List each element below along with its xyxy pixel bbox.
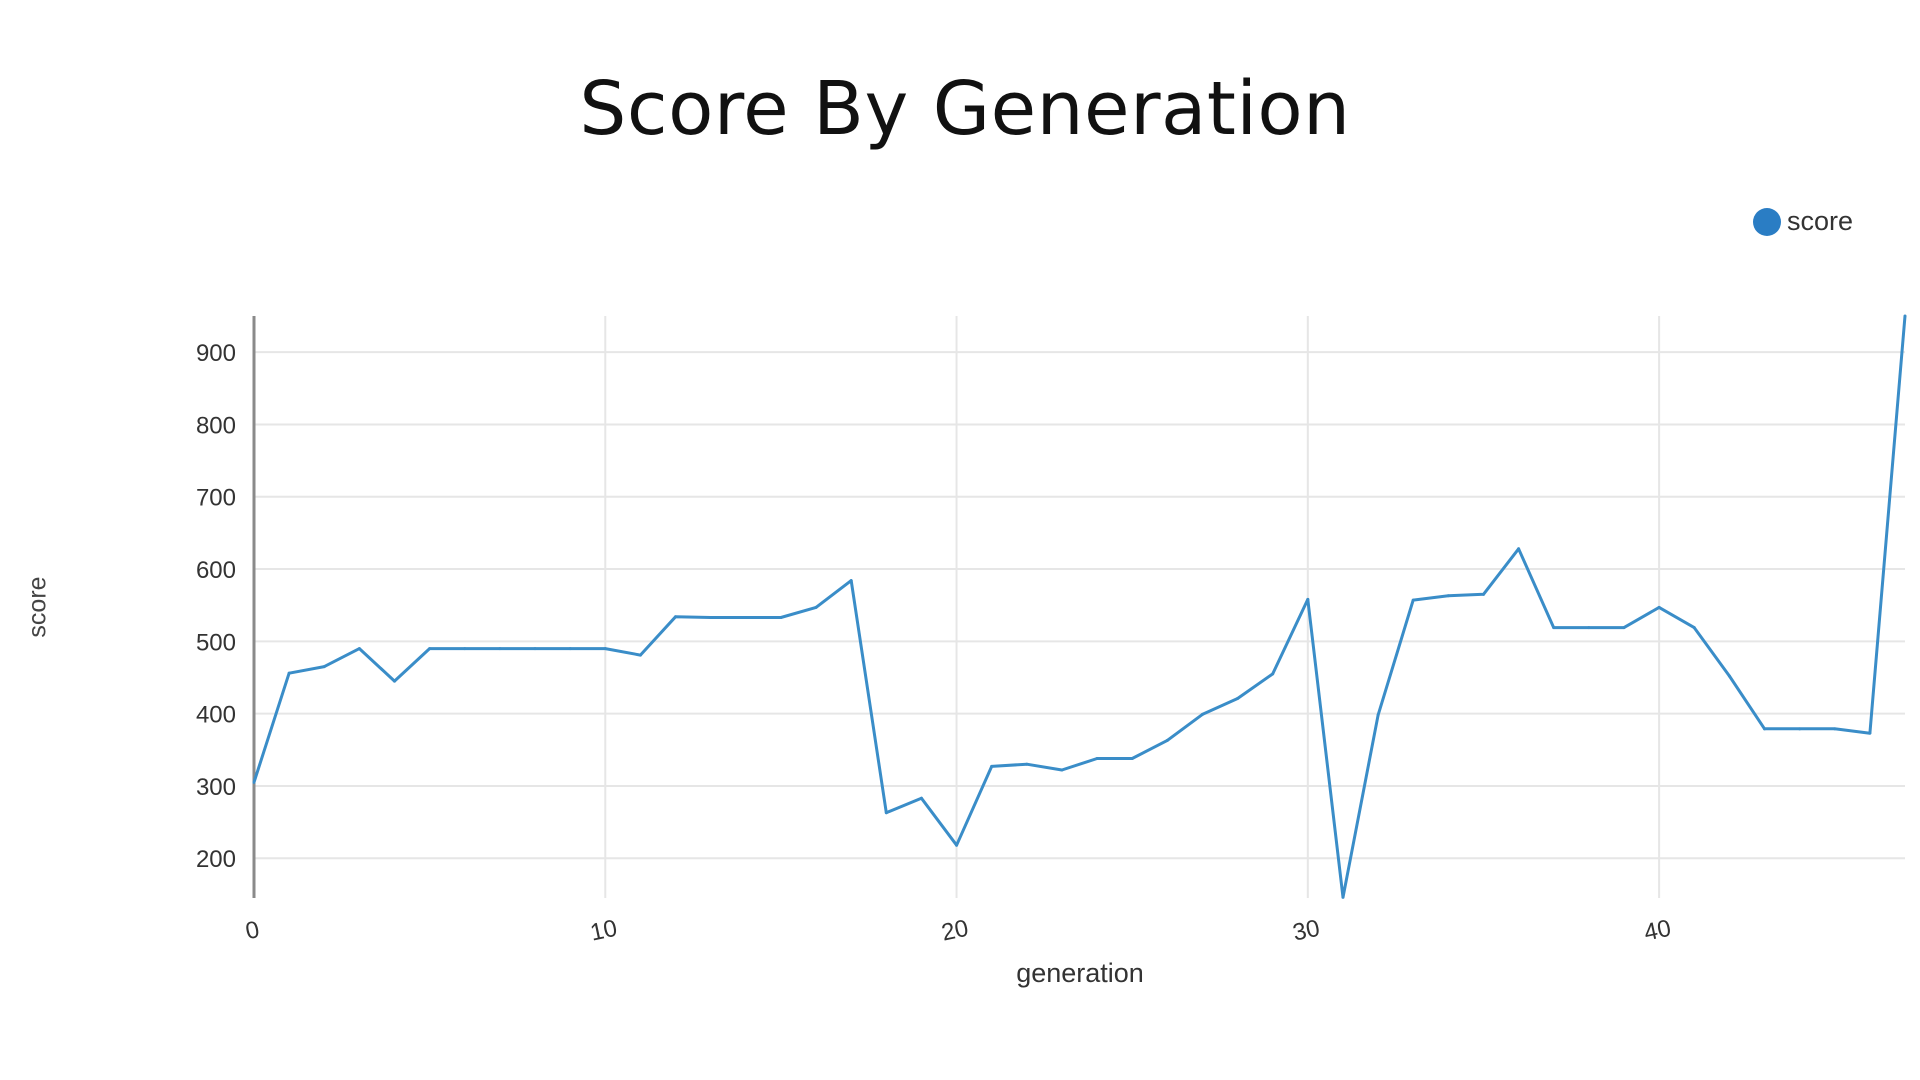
data-point-score-23: [1060, 768, 1064, 772]
data-point-score-17: [849, 579, 853, 583]
data-point-score-44: [1798, 727, 1802, 731]
legend: score: [1753, 206, 1853, 237]
data-point-score-8: [533, 647, 537, 651]
series-line-score: [252, 315, 1907, 899]
data-point-score-36: [1517, 547, 1521, 551]
data-point-score-21: [990, 764, 994, 768]
legend-label-score: score: [1787, 206, 1854, 236]
chart-title: Score By Generation: [579, 66, 1351, 152]
data-point-score-3: [357, 647, 361, 651]
x-axis-label: generation: [1016, 958, 1144, 988]
data-point-score-22: [1025, 762, 1029, 766]
data-point-score-39: [1622, 626, 1626, 630]
data-point-score-14: [744, 615, 748, 619]
data-point-score-1: [287, 671, 291, 675]
x-tick-label-10: 10: [588, 915, 620, 947]
data-point-score-10: [603, 647, 607, 651]
data-point-score-20: [955, 843, 959, 847]
data-point-score-18: [884, 811, 888, 815]
tick-labels: 200 300 400 500 600 700 800 900 0 10 20 30 40: [196, 340, 1673, 946]
data-point-score-30: [1306, 597, 1310, 601]
data-point-score-41: [1692, 626, 1696, 630]
grid: [254, 316, 1905, 898]
data-point-score-42: [1727, 674, 1731, 678]
data-point-score-0: [252, 780, 256, 784]
data-point-score-31: [1341, 895, 1345, 899]
data-point-score-27: [1200, 712, 1204, 716]
data-point-score-7: [498, 647, 502, 651]
data-point-score-47: [1903, 314, 1907, 318]
y-tick-label-400: 400: [196, 702, 236, 729]
data-point-score-15: [779, 615, 783, 619]
data-point-score-12: [674, 615, 678, 619]
data-point-score-11: [638, 653, 642, 657]
data-point-score-13: [709, 615, 713, 619]
data-point-score-28: [1236, 696, 1240, 700]
data-point-score-38: [1587, 626, 1591, 630]
data-point-score-25: [1130, 756, 1134, 760]
x-tick-label-0: 0: [243, 916, 262, 945]
data-point-score-45: [1833, 727, 1837, 731]
data-point-score-46: [1868, 731, 1872, 735]
data-point-score-19: [919, 796, 923, 800]
series: [252, 314, 1907, 899]
legend-swatch-score: [1753, 207, 1781, 236]
data-point-score-16: [814, 605, 818, 609]
x-tick-label-40: 40: [1642, 915, 1674, 947]
data-point-score-33: [1411, 598, 1415, 602]
data-point-score-24: [1095, 756, 1099, 760]
y-tick-label-500: 500: [196, 629, 236, 656]
data-point-score-29: [1271, 672, 1275, 676]
x-tick-label-20: 20: [939, 915, 971, 947]
y-tick-label-700: 700: [196, 485, 236, 512]
data-point-score-2: [322, 665, 326, 669]
y-tick-label-600: 600: [196, 557, 236, 584]
data-point-score-32: [1376, 713, 1380, 717]
data-point-score-40: [1657, 605, 1661, 609]
data-point-score-6: [463, 647, 467, 651]
data-point-score-35: [1481, 592, 1485, 596]
y-tick-label-900: 900: [196, 340, 236, 367]
data-point-score-9: [568, 647, 572, 651]
data-point-score-34: [1446, 594, 1450, 598]
y-tick-label-300: 300: [196, 774, 236, 801]
x-tick-label-30: 30: [1290, 915, 1322, 947]
y-tick-label-200: 200: [196, 846, 236, 873]
data-point-score-4: [393, 679, 397, 683]
data-point-score-5: [428, 647, 432, 651]
data-point-score-43: [1762, 727, 1766, 731]
data-point-score-37: [1552, 626, 1556, 630]
y-tick-label-800: 800: [196, 412, 236, 439]
data-point-score-26: [1165, 738, 1169, 742]
